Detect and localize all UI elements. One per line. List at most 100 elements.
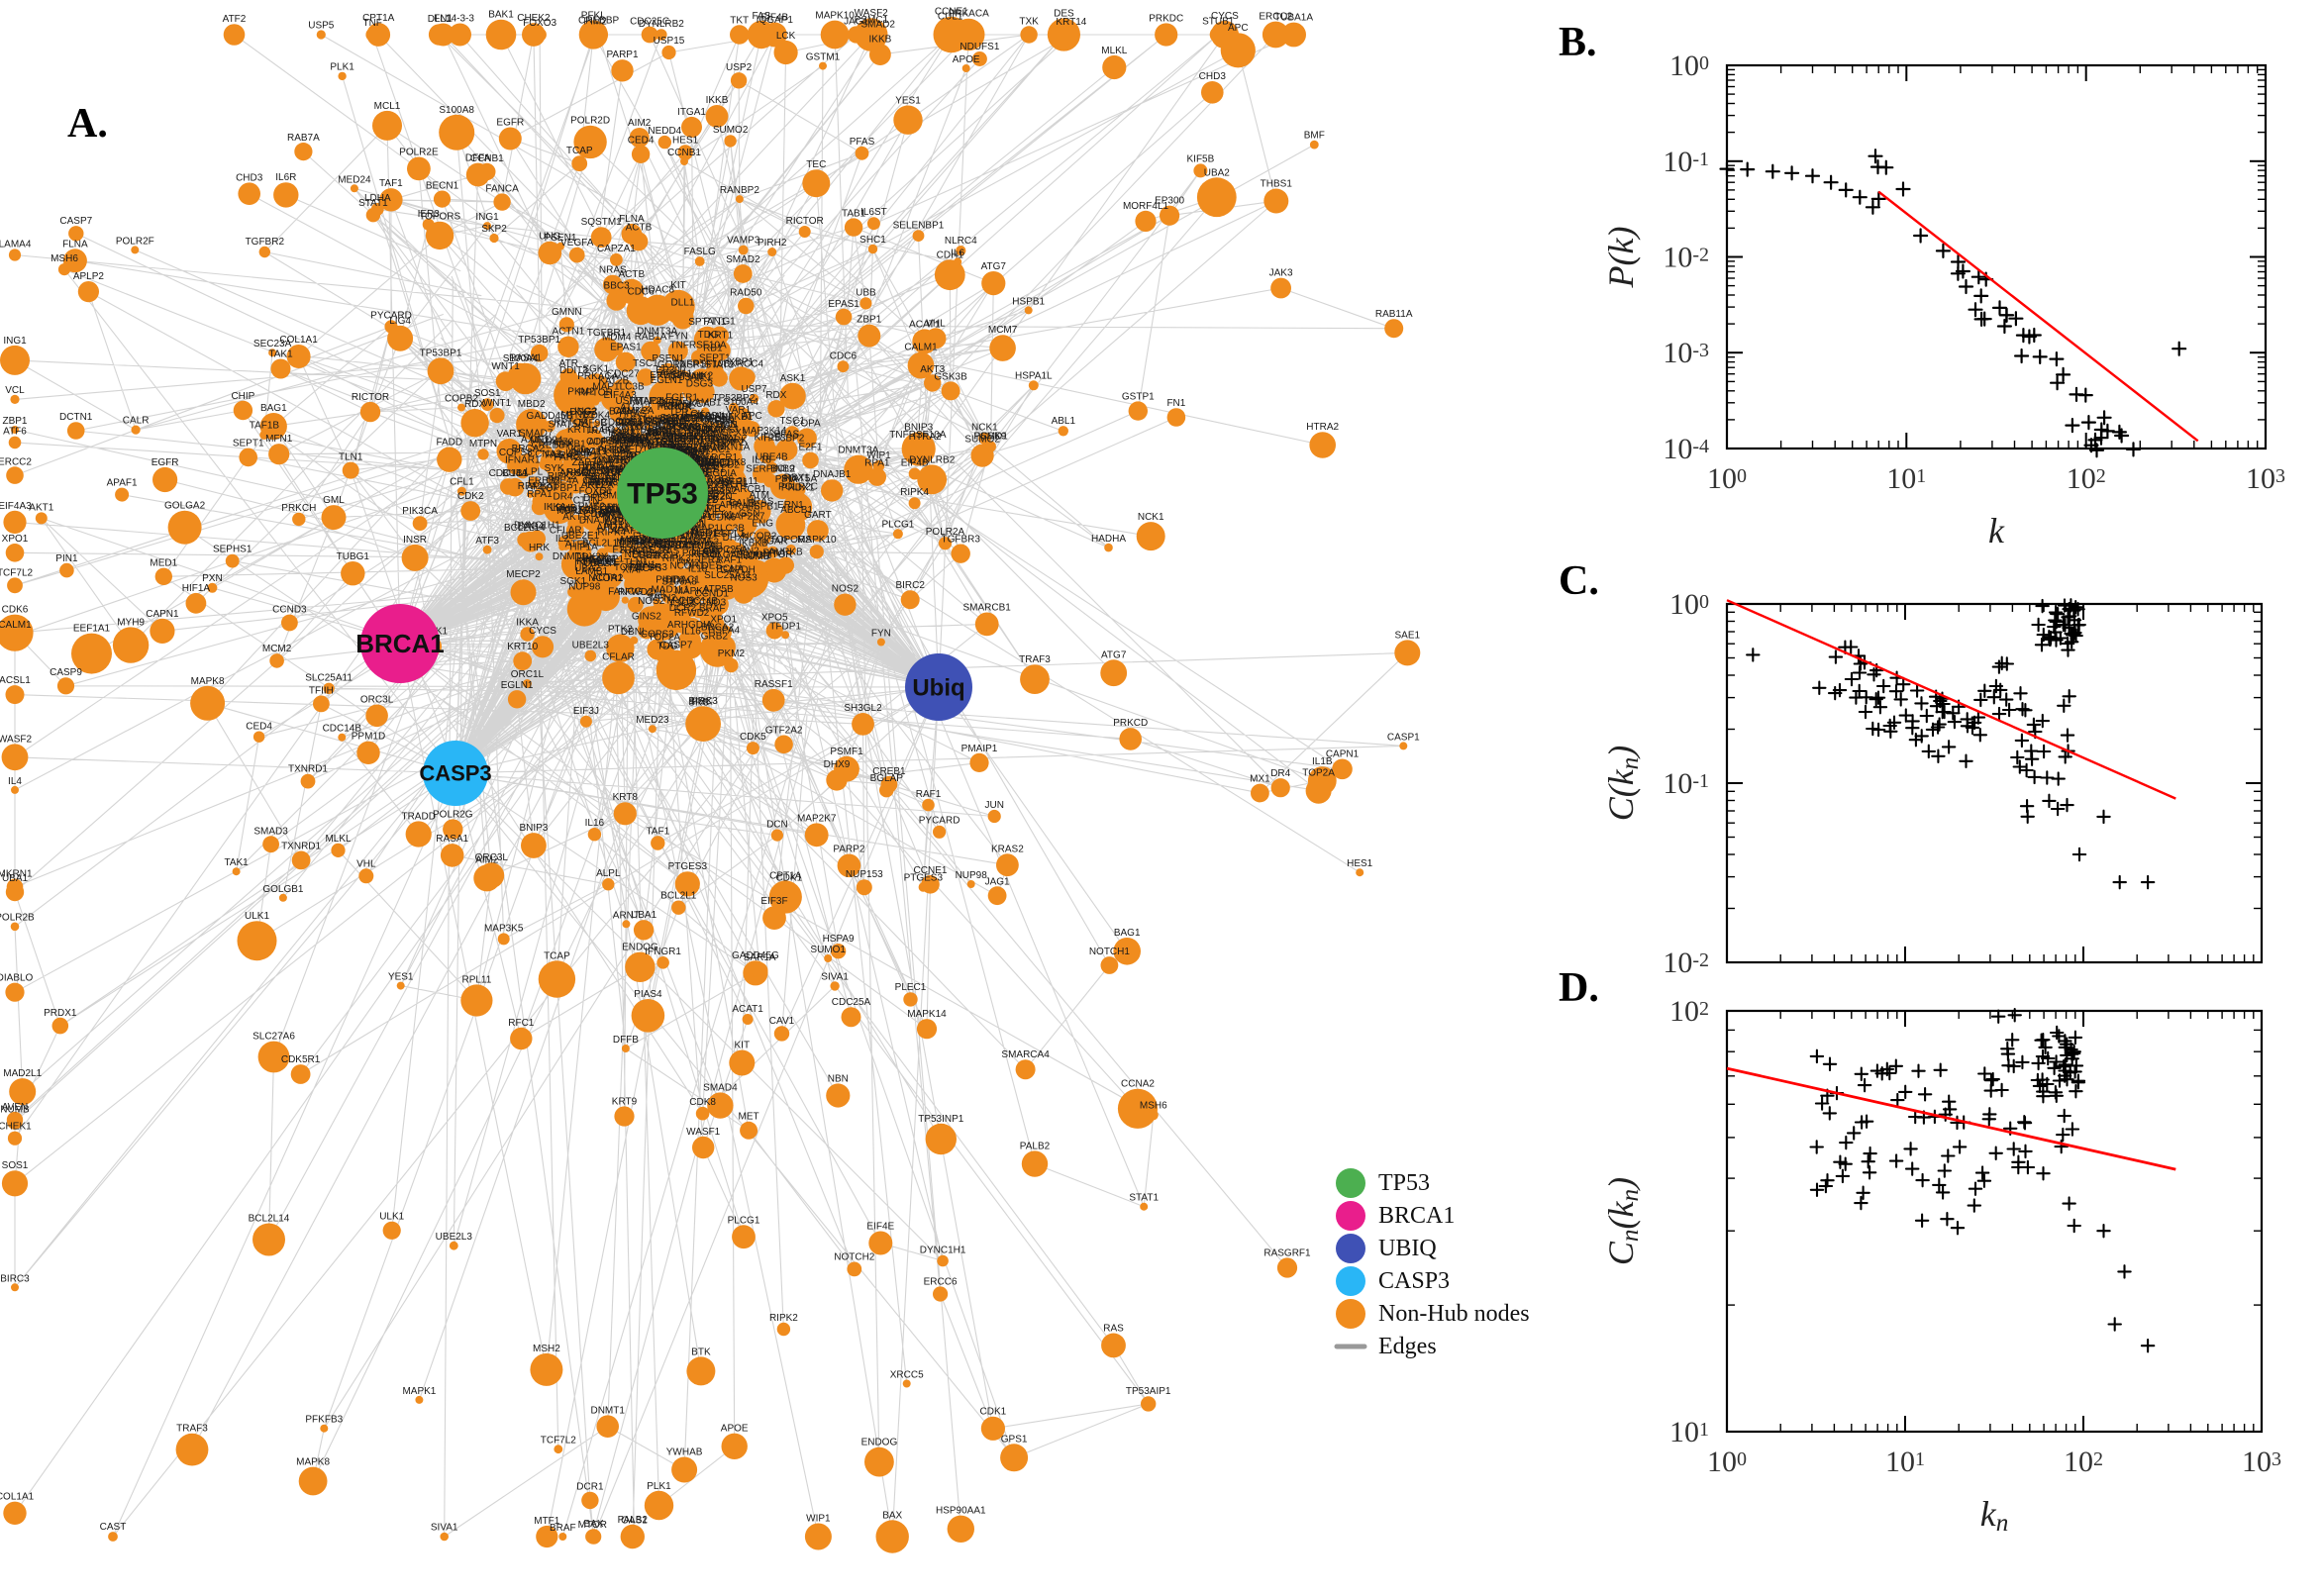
svg-text:SPTAN1: SPTAN1 [688, 317, 727, 328]
svg-text:BIRC3: BIRC3 [0, 1273, 30, 1284]
svg-text:XPO1: XPO1 [710, 615, 737, 626]
svg-text:FANCG: FANCG [608, 587, 643, 598]
svg-text:TCAP: TCAP [544, 950, 570, 961]
svg-text:RPA1: RPA1 [864, 458, 890, 469]
svg-text:PIRH2: PIRH2 [758, 238, 787, 249]
svg-text:TRAF3: TRAF3 [176, 1424, 208, 1435]
svg-text:BCL2L1: BCL2L1 [660, 891, 697, 902]
svg-text:TCF7L2: TCF7L2 [541, 1435, 577, 1446]
svg-text:CED4: CED4 [246, 722, 272, 733]
svg-text:RFC1: RFC1 [508, 1018, 535, 1029]
svg-text:CED4: CED4 [628, 136, 655, 147]
svg-text:IFNGR1: IFNGR1 [645, 947, 681, 957]
svg-text:CDK1: CDK1 [775, 872, 802, 883]
svg-text:ORC3L: ORC3L [360, 695, 394, 706]
svg-text:MAPK14: MAPK14 [907, 1009, 947, 1020]
svg-text:IKKB: IKKB [869, 34, 892, 45]
svg-text:MED23: MED23 [636, 715, 669, 726]
svg-text:Ubiq: Ubiq [912, 674, 964, 701]
svg-text:NOS2: NOS2 [832, 584, 859, 595]
svg-text:NDUFS1: NDUFS1 [960, 42, 999, 52]
svg-text:LPL: LPL [525, 466, 543, 477]
svg-text:ATR: ATR [559, 358, 578, 369]
svg-text:TP53: TP53 [627, 478, 698, 511]
svg-text:HADHA: HADHA [1091, 534, 1126, 545]
svg-text:LAMB1: LAMB1 [689, 397, 722, 408]
svg-text:TFDP1: TFDP1 [769, 621, 801, 632]
svg-text:IL4: IL4 [8, 776, 22, 787]
svg-text:DCN: DCN [766, 820, 788, 831]
svg-text:PARP2: PARP2 [833, 845, 864, 855]
svg-text:TAF9B: TAF9B [577, 418, 608, 429]
svg-text:RASA1: RASA1 [436, 834, 468, 845]
svg-text:GPS1: GPS1 [1001, 1434, 1028, 1445]
svg-text:PI3K: PI3K [691, 696, 713, 707]
svg-text:PRDX1: PRDX1 [44, 1008, 77, 1019]
svg-text:ALPL: ALPL [596, 868, 621, 879]
svg-text:SMARCB1: SMARCB1 [963, 603, 1012, 614]
svg-text:DR4: DR4 [553, 492, 572, 503]
svg-text:WNT1: WNT1 [483, 398, 512, 409]
svg-text:EGLN1: EGLN1 [501, 680, 534, 691]
svg-text:MYH9: MYH9 [117, 617, 145, 628]
svg-text:SEPT1: SEPT1 [233, 439, 264, 449]
svg-text:MTOR: MTOR [578, 1520, 607, 1531]
svg-text:KIT: KIT [670, 280, 686, 291]
svg-text:CASP3: CASP3 [1378, 1268, 1450, 1294]
svg-text:PLCG1: PLCG1 [728, 1215, 760, 1226]
svg-text:TLN1: TLN1 [339, 452, 363, 463]
svg-text:CDK8: CDK8 [689, 1097, 716, 1108]
svg-text:RAB7A: RAB7A [287, 133, 320, 144]
svg-text:SAE1: SAE1 [1395, 630, 1421, 641]
svg-text:PIK3CA: PIK3CA [402, 506, 438, 517]
svg-text:RAD50: RAD50 [730, 288, 762, 299]
svg-text:PRKCD: PRKCD [1113, 718, 1148, 729]
svg-text:CDC25C: CDC25C [630, 17, 669, 28]
svg-text:BAG1: BAG1 [260, 403, 287, 414]
svg-text:SKP2: SKP2 [481, 224, 507, 235]
svg-text:ACTN1: ACTN1 [553, 327, 585, 338]
svg-text:TFIIH: TFIIH [309, 686, 334, 697]
svg-text:GMNN: GMNN [552, 307, 582, 318]
svg-text:POLR2F: POLR2F [116, 236, 154, 247]
svg-text:MAPK1: MAPK1 [402, 1386, 436, 1397]
svg-text:MLKL: MLKL [325, 834, 352, 845]
svg-text:EIF3J: EIF3J [573, 706, 599, 717]
svg-text:TAF1B: TAF1B [250, 421, 280, 432]
svg-text:GTF2A2: GTF2A2 [765, 726, 803, 737]
svg-text:NUMB: NUMB [0, 1105, 30, 1116]
svg-text:MX1: MX1 [1250, 774, 1270, 785]
svg-text:BIRC2: BIRC2 [895, 580, 925, 591]
svg-text:AKT1: AKT1 [29, 503, 53, 514]
svg-text:RASSF1: RASSF1 [755, 679, 793, 690]
svg-text:GML: GML [647, 588, 668, 599]
svg-text:SLC27A6: SLC27A6 [252, 1032, 295, 1043]
svg-text:BECN1: BECN1 [426, 181, 459, 192]
svg-text:SLC25A11: SLC25A11 [305, 673, 353, 684]
svg-text:D.: D. [1559, 965, 1599, 1011]
svg-text:KRT9: KRT9 [612, 1096, 638, 1107]
svg-text:ABL1: ABL1 [1052, 416, 1076, 427]
svg-text:CAPZA1: CAPZA1 [597, 244, 636, 254]
svg-text:FLNA: FLNA [619, 214, 645, 225]
svg-text:TXNRD1: TXNRD1 [281, 842, 321, 852]
svg-text:PIAS4: PIAS4 [634, 989, 662, 1000]
svg-text:NLRC4: NLRC4 [945, 236, 977, 247]
svg-text:DCR1: DCR1 [576, 1482, 604, 1493]
svg-text:MAP3K5: MAP3K5 [484, 923, 524, 934]
svg-text:DBNL: DBNL [621, 627, 648, 638]
svg-text:GINS2: GINS2 [632, 611, 661, 622]
svg-text:CDK1: CDK1 [980, 1407, 1007, 1418]
svg-text:YES1: YES1 [895, 95, 921, 106]
svg-text:MAP1LC3B: MAP1LC3B [592, 382, 645, 393]
svg-text:BRAF: BRAF [550, 1523, 576, 1534]
svg-text:SQSTM1: SQSTM1 [581, 217, 623, 228]
svg-text:PLCG1: PLCG1 [882, 519, 915, 530]
svg-text:TCF7L2: TCF7L2 [0, 567, 33, 578]
svg-text:CFLAR: CFLAR [602, 651, 635, 662]
svg-text:TAB1: TAB1 [842, 208, 866, 219]
svg-text:UNG: UNG [539, 232, 560, 243]
svg-text:HTRA2: HTRA2 [909, 432, 942, 443]
svg-text:LDHA: LDHA [364, 193, 391, 204]
svg-text:TSC1: TSC1 [633, 358, 658, 369]
